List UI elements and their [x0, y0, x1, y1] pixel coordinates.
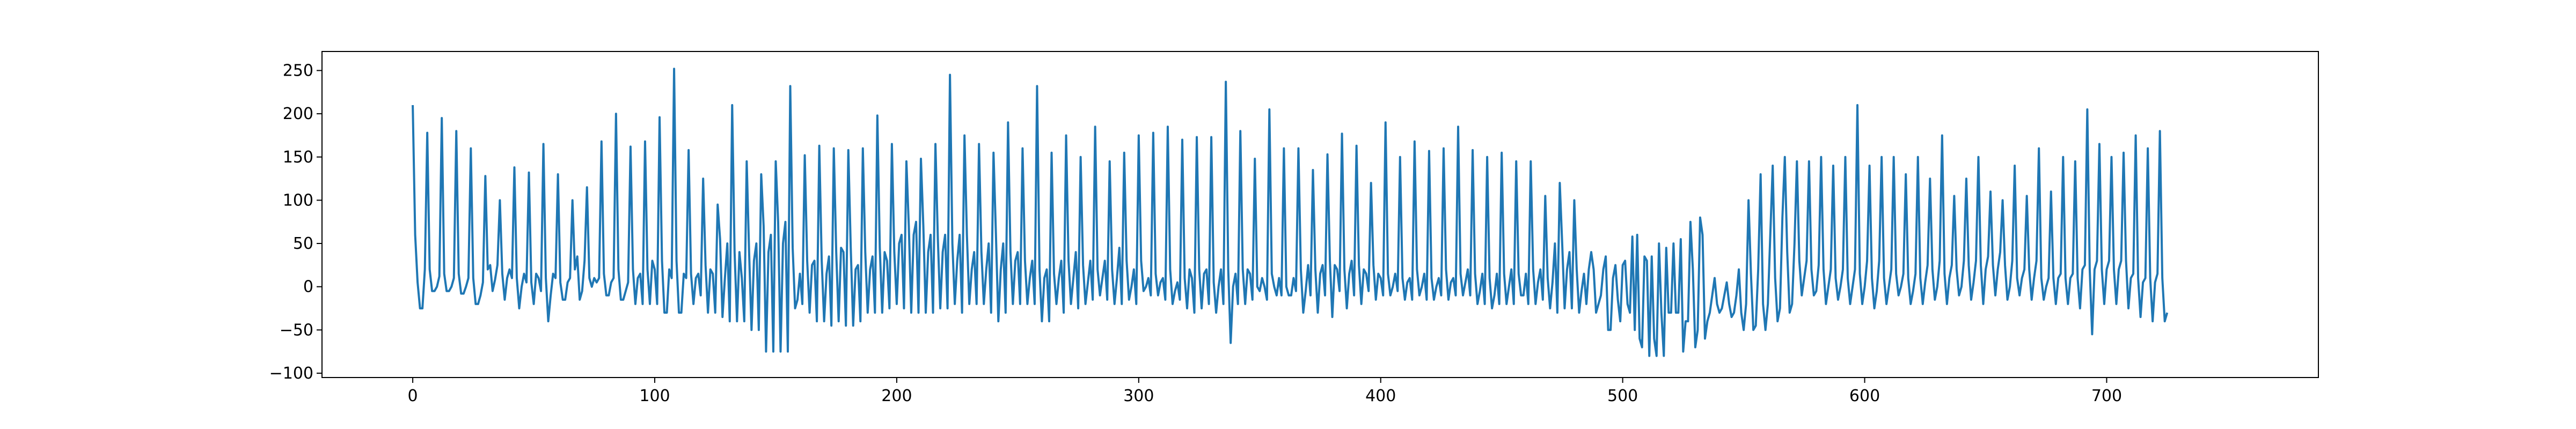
y-tick-label: 100	[283, 191, 313, 210]
x-tick-label: 700	[2091, 387, 2122, 405]
series-layer	[412, 68, 2169, 357]
y-tick-label: 0	[303, 278, 313, 297]
x-tick-label: 500	[1607, 387, 1638, 405]
plot-area	[322, 51, 2318, 378]
y-tick-label: 50	[293, 234, 313, 253]
axes-layer: 0 100 200 300 400 500 600 700 −100 −50 0 50 100 150 20…	[269, 61, 2122, 405]
y-tick-label: −100	[269, 364, 313, 383]
x-tick-label: 200	[881, 387, 912, 405]
x-tick-label: 600	[1849, 387, 1880, 405]
x-tick-label: 100	[639, 387, 670, 405]
y-tick-label: −50	[280, 321, 313, 339]
x-tick-label: 0	[408, 387, 418, 405]
series-line-0	[412, 68, 2169, 357]
plot-frame	[321, 51, 2319, 378]
y-tick-label: 200	[283, 105, 313, 123]
y-tick-label: 150	[283, 148, 313, 167]
x-tick-label: 400	[1365, 387, 1396, 405]
x-tick-label: 300	[1123, 387, 1154, 405]
y-tick-label: 250	[283, 61, 313, 80]
